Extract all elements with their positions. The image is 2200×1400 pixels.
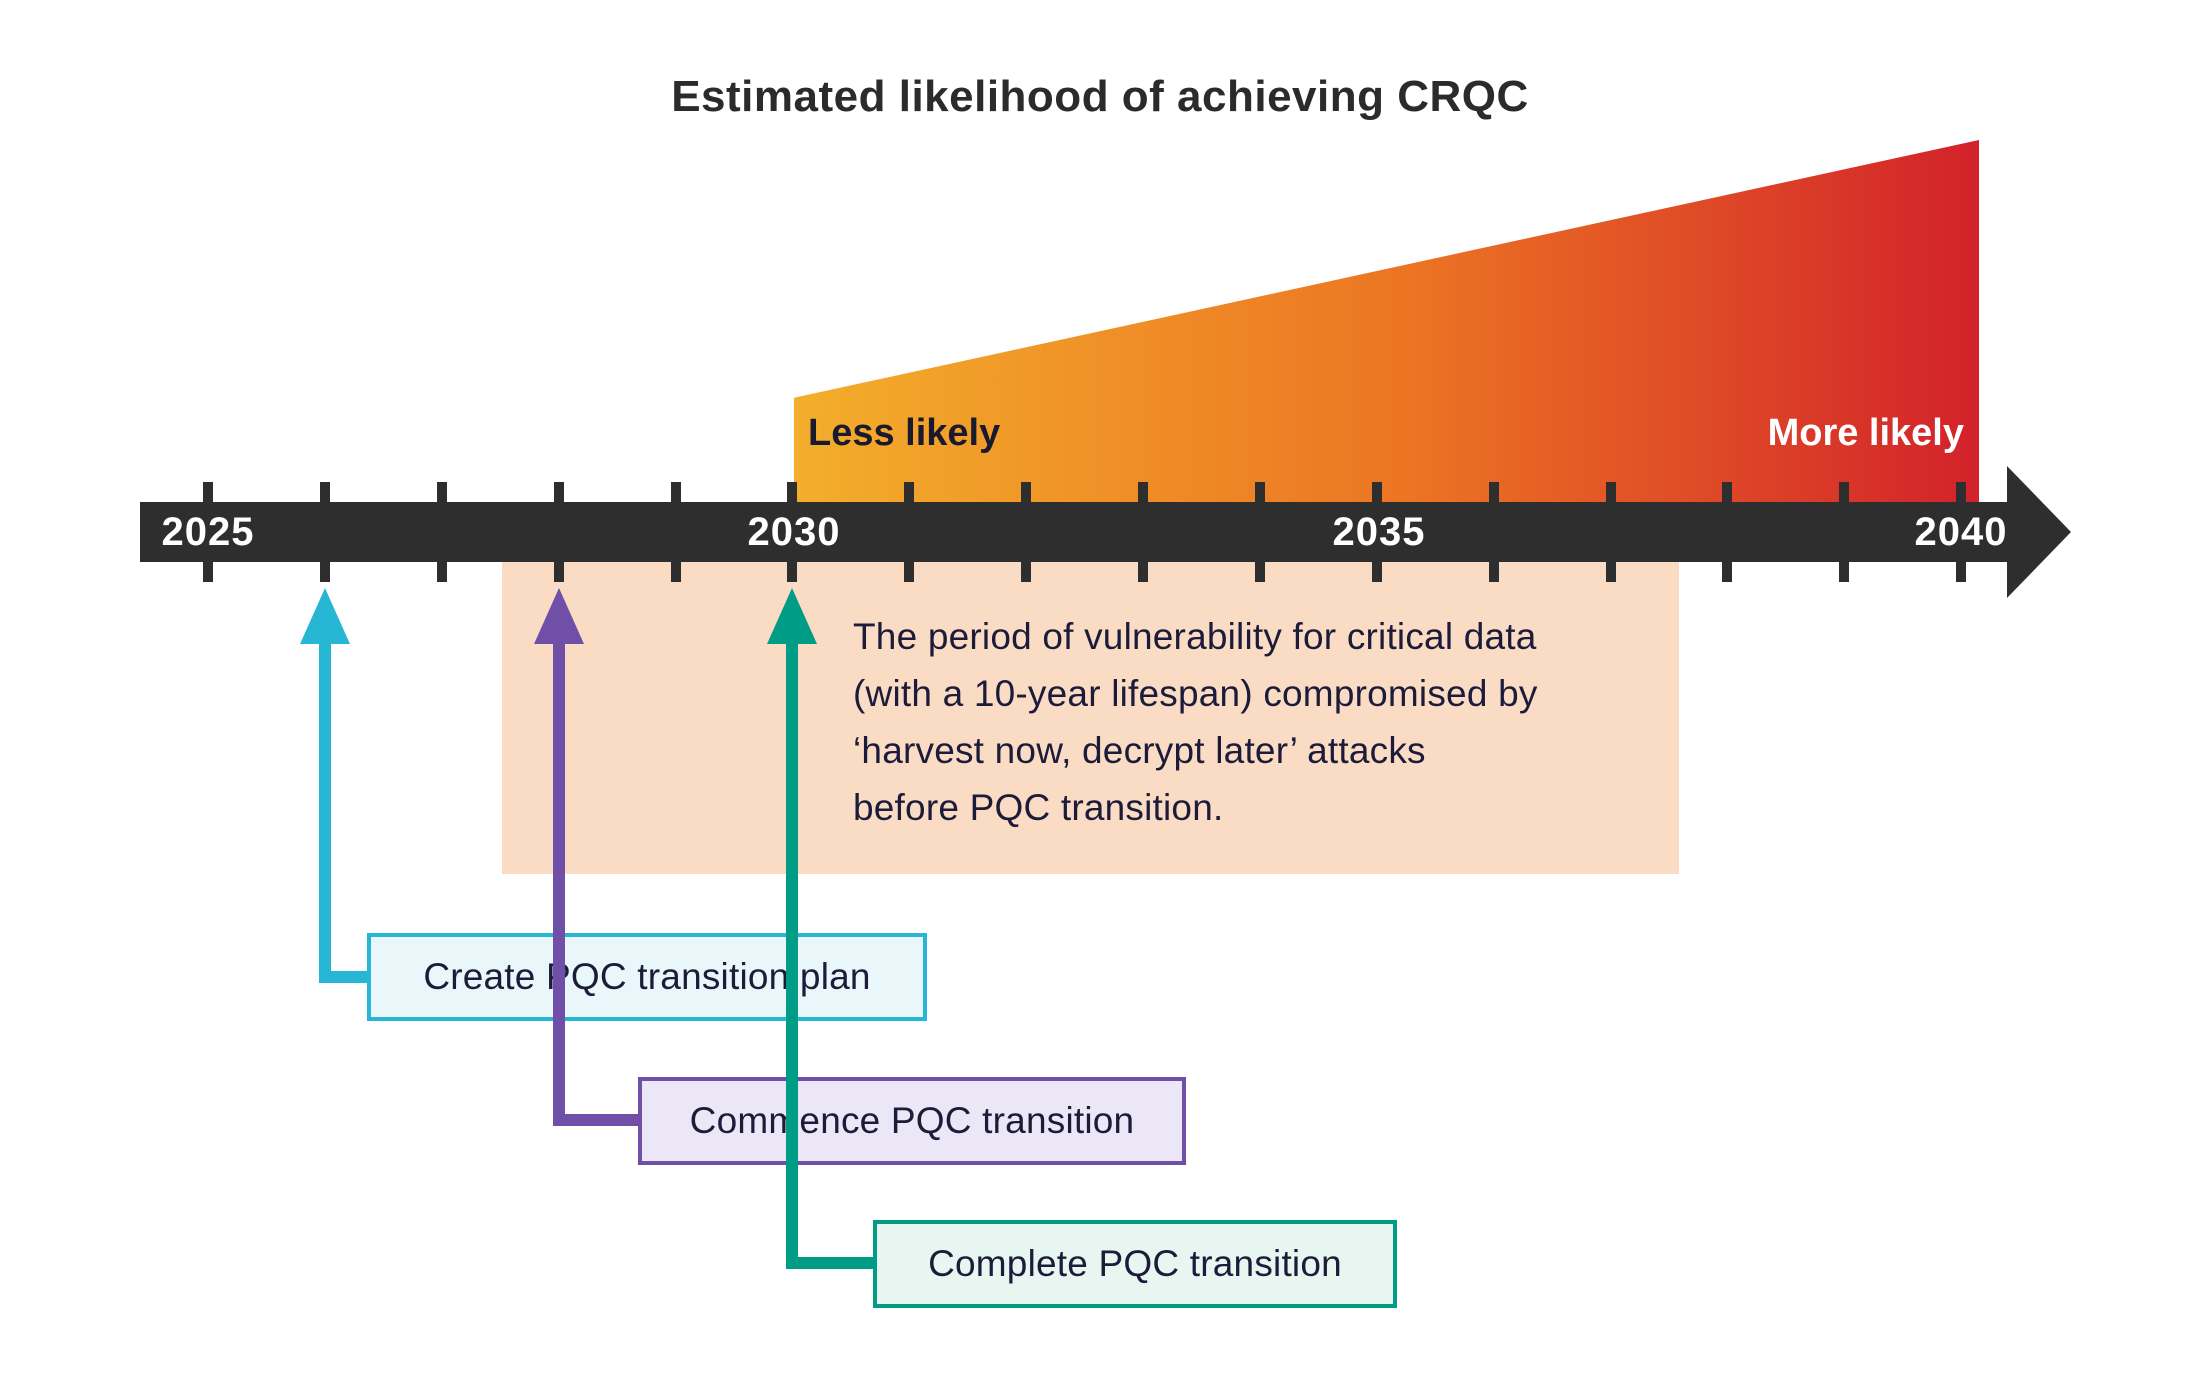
year-label-2030: 2030 [747,510,841,554]
vulnerability-note: The period of vulnerability for critical… [853,608,1538,836]
more-likely-label: More likely [1767,412,1964,454]
vulnerability-period-box [502,562,1679,874]
milestone-label-complete: Complete PQC transition [928,1243,1342,1284]
arrow-up-icon-commence [534,588,584,644]
milestone-box-create-plan: Create PQC transition plan [367,933,927,1021]
milestone-box-commence: Commence PQC transition [638,1077,1186,1165]
less-likely-label: Less likely [808,412,1001,454]
arrow-shaft-commence [553,640,565,1126]
year-label-2040: 2040 [1914,510,2008,554]
vulnerability-note-line-1: The period of vulnerability for critical… [853,616,1537,657]
year-label-2025: 2025 [161,510,255,554]
arrow-elbow-complete [786,1257,877,1269]
milestone-label-create-plan: Create PQC transition plan [423,956,871,997]
arrow-elbow-create [319,971,371,983]
milestone-box-complete: Complete PQC transition [873,1220,1397,1308]
arrow-up-icon-complete [767,588,817,644]
vulnerability-note-line-3: ‘harvest now, decrypt later’ attacks [853,730,1426,771]
timeline-arrowhead [2007,466,2071,598]
arrow-up-icon-create [300,588,350,644]
arrow-shaft-complete [786,640,798,1269]
vulnerability-note-line-2: (with a 10-year lifespan) compromised by [853,673,1538,714]
milestone-label-commence: Commence PQC transition [689,1100,1135,1141]
arrow-elbow-commence [553,1114,642,1126]
vulnerability-note-line-4: before PQC transition. [853,787,1224,828]
timeline-bar [140,502,2009,562]
arrow-shaft-create [319,640,331,983]
year-label-2035: 2035 [1332,510,1426,554]
page-title: Estimated likelihood of achieving CRQC [671,72,1529,121]
